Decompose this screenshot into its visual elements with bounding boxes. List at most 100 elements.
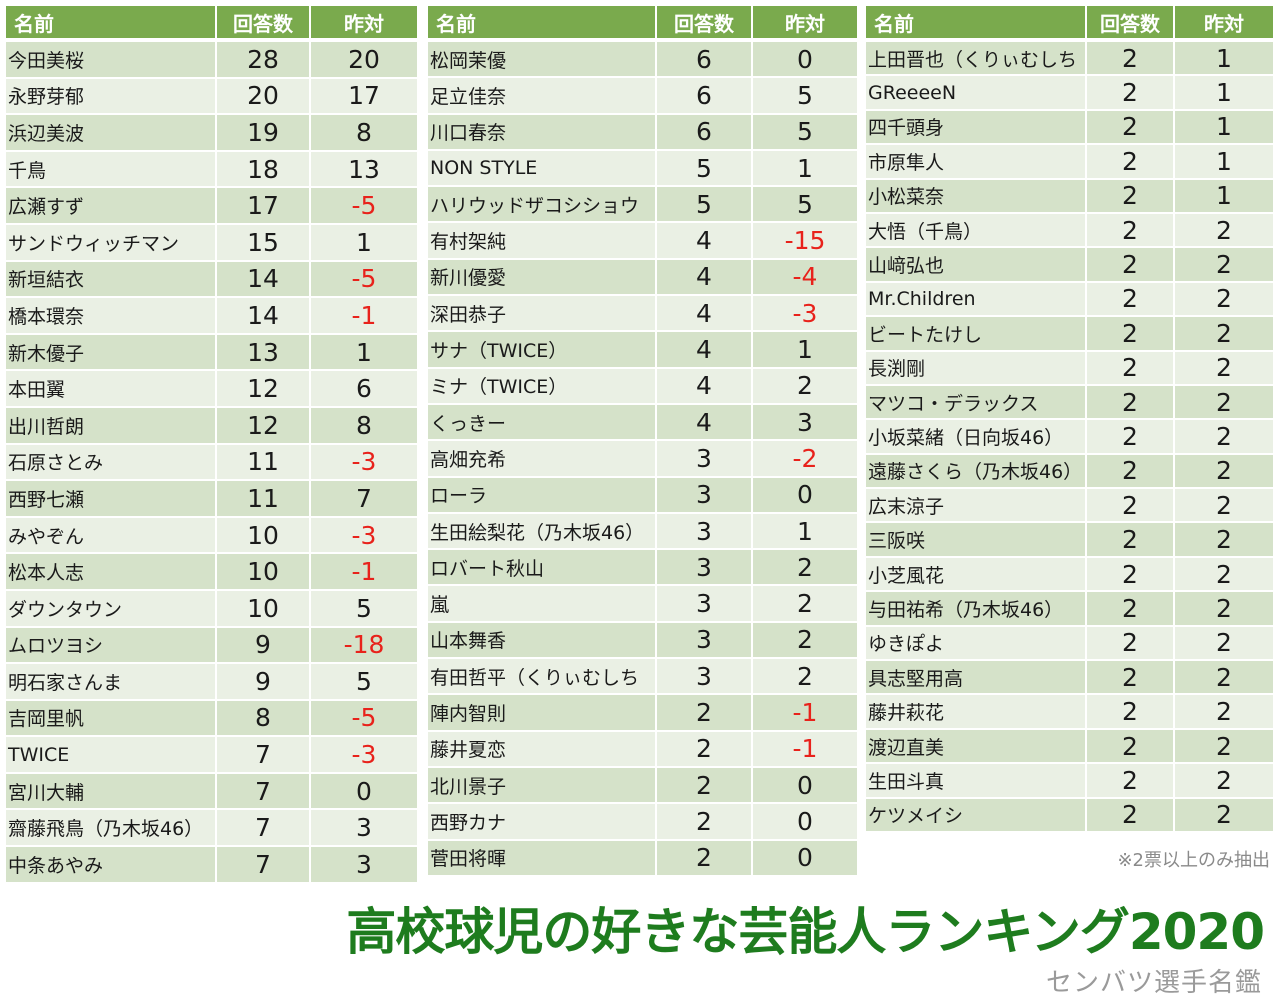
cell-name: サナ（TWICE）: [428, 331, 657, 369]
cell-count: 14: [216, 297, 311, 335]
table-row: ゆきぽよ 2 2: [866, 625, 1275, 662]
cell-diff: 2: [1174, 591, 1275, 627]
cell-name: Mr.Children: [866, 281, 1087, 318]
ranking-table-1: 名前 回答数 昨対 今田美桜 28 20 永野芽郁 20 17 浜辺美波 19 8 千鳥 18 13 広…: [6, 6, 419, 884]
cell-count: 2: [1086, 212, 1175, 249]
cell-diff: 6: [310, 370, 419, 408]
cell-diff: -18: [310, 626, 419, 665]
header-name: 名前: [428, 6, 657, 42]
cell-count: 13: [216, 333, 311, 372]
cell-count: 6: [656, 40, 753, 79]
table-row: 広瀬すず 17 -5: [6, 187, 419, 225]
cell-name: 小坂菜緒（日向坂46）: [866, 419, 1087, 455]
table-row: 川口春奈 6 5: [428, 113, 859, 151]
cell-name: 中条あやみ: [6, 846, 217, 884]
cell-diff: 2: [1174, 488, 1275, 524]
cell-name: みやぞん: [6, 516, 217, 555]
cell-name: 市原隼人: [866, 144, 1087, 180]
header-name: 名前: [866, 6, 1087, 42]
table-row: 山﨑弘也 2 2: [866, 247, 1275, 283]
cell-name: 陣内智則: [428, 694, 657, 732]
table-row: ローラ 3 0: [428, 476, 859, 514]
table-row: 本田翼 12 6: [6, 370, 419, 408]
table-row: マツコ・デラックス 2 2: [866, 384, 1275, 421]
table-row: TWICE 7 -3: [6, 736, 419, 774]
cell-diff: 2: [752, 621, 859, 660]
table-row: 新木優子 13 1: [6, 333, 419, 372]
cell-diff: 5: [310, 663, 419, 701]
cell-name: 高畑充希: [428, 440, 657, 478]
cell-name: 深田恭子: [428, 295, 657, 333]
table-row: 中条あやみ 7 3: [6, 846, 419, 884]
cell-diff: 2: [1174, 384, 1275, 421]
cell-name: 渡辺直美: [866, 728, 1087, 765]
table-row: 宮川大輔 7 0: [6, 772, 419, 811]
cell-count: 3: [656, 549, 753, 587]
cell-name: NON STYLE: [428, 149, 657, 188]
cell-diff: 20: [310, 40, 419, 79]
table-row: 与田祐希（乃木坂46） 2 2: [866, 591, 1275, 627]
cell-name: 川口春奈: [428, 113, 657, 151]
cell-name: 小芝風花: [866, 556, 1087, 593]
table-header-row: 名前 回答数 昨対: [6, 6, 419, 42]
cell-count: 15: [216, 223, 311, 262]
cell-diff: -1: [752, 730, 859, 768]
table-row: 新川優愛 4 -4: [428, 258, 859, 297]
cell-diff: 5: [752, 113, 859, 151]
table-row: 生田絵梨花（乃木坂46） 3 1: [428, 512, 859, 551]
cell-count: 2: [1086, 109, 1175, 146]
table-row: 生田斗真 2 2: [866, 763, 1275, 799]
cell-diff: 2: [1174, 797, 1275, 833]
table-row: GReeeeN 2 1: [866, 75, 1275, 111]
footnote: ※2票以上のみ抽出: [1117, 850, 1270, 871]
cell-diff: 2: [1174, 419, 1275, 455]
table-row: 四千頭身 2 1: [866, 109, 1275, 146]
cell-count: 7: [216, 809, 311, 848]
cell-diff: 2: [1174, 350, 1275, 386]
table-header-row: 名前 回答数 昨対: [866, 6, 1275, 42]
cell-count: 2: [656, 766, 753, 805]
table-row: 西野カナ 2 0: [428, 803, 859, 841]
cell-count: 2: [1086, 178, 1175, 214]
cell-count: 2: [1086, 144, 1175, 180]
cell-name: 山本舞香: [428, 621, 657, 660]
table-row: 有田哲平（くりぃむしち 3 2: [428, 658, 859, 696]
table-header-row: 名前 回答数 昨対: [428, 6, 859, 42]
cell-diff: 0: [752, 803, 859, 841]
cell-diff: 2: [1174, 316, 1275, 352]
cell-count: 3: [656, 585, 753, 623]
cell-diff: 1: [752, 149, 859, 188]
cell-count: 4: [656, 367, 753, 405]
cell-name: 北川景子: [428, 766, 657, 805]
table-row: 出川哲朗 12 8: [6, 406, 419, 445]
cell-count: 5: [656, 149, 753, 188]
cell-name: ムロツヨシ: [6, 626, 217, 665]
cell-count: 10: [216, 553, 311, 591]
table-row: 小芝風花 2 2: [866, 556, 1275, 593]
cell-diff: -2: [752, 440, 859, 478]
table-row: 上田晋也（くりぃむしち 2 1: [866, 40, 1275, 77]
cell-name: GReeeeN: [866, 75, 1087, 111]
table-row: 今田美桜 28 20: [6, 40, 419, 79]
cell-count: 2: [1086, 453, 1175, 490]
cell-diff: 5: [752, 186, 859, 224]
cell-count: 19: [216, 114, 311, 152]
table-row: 小松菜奈 2 1: [866, 178, 1275, 214]
table-row: Mr.Children 2 2: [866, 281, 1275, 318]
cell-diff: 2: [1174, 660, 1275, 696]
table-row: 広末涼子 2 2: [866, 488, 1275, 524]
cell-count: 2: [1086, 556, 1175, 593]
ranking-table-2: 名前 回答数 昨対 松岡茉優 6 0 足立佳奈 6 5 川口春奈 6 5 NON STYLE 5 1 ハ…: [428, 6, 859, 877]
cell-diff: 1: [1174, 178, 1275, 214]
cell-name: 西野七瀬: [6, 480, 217, 518]
cell-count: 2: [1086, 384, 1175, 421]
cell-name: 具志堅用高: [866, 660, 1087, 696]
cell-diff: -1: [752, 694, 859, 732]
cell-name: 四千頭身: [866, 109, 1087, 146]
table-row: 陣内智則 2 -1: [428, 694, 859, 732]
cell-count: 3: [656, 512, 753, 551]
cell-count: 2: [1086, 797, 1175, 833]
table-row: 渡辺直美 2 2: [866, 728, 1275, 765]
cell-count: 17: [216, 187, 311, 225]
table-row: みやぞん 10 -3: [6, 516, 419, 555]
